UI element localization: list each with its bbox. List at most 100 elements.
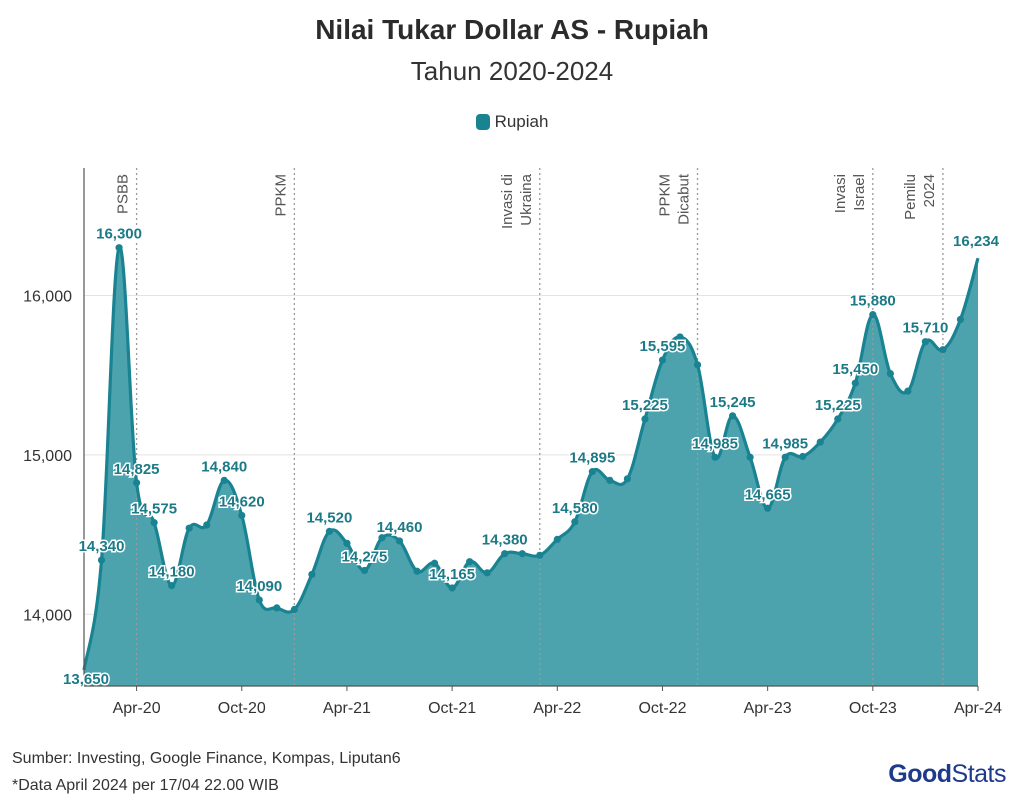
data-label: 14,580	[552, 500, 598, 517]
data-point	[606, 476, 614, 484]
x-tick-label: Oct-23	[849, 700, 897, 717]
data-point	[168, 581, 176, 590]
event-label: Pemilu	[902, 174, 919, 220]
data-point	[781, 453, 789, 461]
event-label: Invasi	[832, 174, 849, 213]
data-point	[746, 453, 754, 461]
data-point	[220, 476, 228, 484]
data-point	[536, 551, 544, 559]
data-label: 14,620	[219, 493, 265, 510]
source-note: Sumber: Investing, Google Finance, Kompa…	[12, 750, 401, 767]
data-point	[904, 387, 912, 395]
data-point	[518, 550, 526, 558]
event-label: 2024	[921, 174, 938, 207]
event-label: PSBB	[115, 174, 132, 214]
x-tick-label: Oct-22	[638, 700, 686, 717]
data-point	[728, 412, 737, 420]
event-label: Dicabut	[676, 173, 693, 225]
data-point	[238, 511, 246, 520]
x-tick-label: Oct-21	[428, 700, 476, 717]
data-label: 14,275	[342, 548, 388, 565]
data-point	[816, 438, 824, 446]
brand-stats: Stats	[951, 760, 1007, 788]
event-label: PPKM	[657, 174, 674, 217]
legend-swatch-rupiah	[475, 114, 490, 130]
data-label: 14,460	[377, 519, 423, 536]
data-point	[360, 566, 369, 575]
data-label: 14,380	[482, 532, 528, 549]
data-label: 14,340	[79, 538, 125, 555]
data-point	[115, 244, 123, 252]
brand-good: Good	[888, 760, 952, 788]
data-label: 15,710	[902, 320, 948, 337]
data-point	[886, 370, 894, 378]
data-label: 14,825	[114, 461, 160, 478]
data-point	[185, 524, 193, 532]
data-label: 13,650	[63, 671, 109, 688]
data-label: 15,225	[622, 397, 668, 414]
chart-title: Nilai Tukar Dollar AS - Rupiah	[315, 14, 709, 45]
data-label: 14,840	[201, 458, 247, 475]
data-label: 14,665	[745, 486, 791, 503]
data-label: 15,880	[850, 293, 896, 310]
data-point	[483, 569, 491, 577]
data-point	[325, 527, 334, 535]
data-point	[921, 338, 930, 346]
data-point	[553, 535, 561, 543]
data-point	[501, 550, 509, 558]
data-note: *Data April 2024 per 17/04 22.00 WIB	[12, 777, 279, 794]
data-point	[764, 504, 772, 512]
data-label: 14,985	[692, 435, 738, 452]
data-label: 14,090	[236, 578, 282, 595]
data-point	[693, 361, 702, 369]
x-tick-label: Apr-23	[744, 700, 792, 717]
data-point	[203, 521, 211, 529]
data-label: 14,165	[429, 566, 475, 583]
data-point	[711, 453, 719, 461]
data-point	[97, 556, 106, 564]
x-tick-label: Apr-24	[954, 700, 1002, 717]
data-label: 14,985	[762, 435, 808, 452]
data-point	[799, 452, 807, 461]
y-tick-label: 14,000	[23, 607, 72, 624]
data-point	[378, 534, 386, 542]
data-label: 15,245	[710, 394, 756, 411]
x-tick-label: Apr-22	[533, 700, 581, 717]
event-label: Israel	[851, 174, 868, 211]
x-tick-label: Oct-20	[218, 700, 266, 717]
data-point	[623, 475, 632, 483]
data-point	[851, 379, 859, 387]
chart-subtitle: Tahun 2020-2024	[410, 56, 614, 86]
data-point	[290, 605, 298, 614]
data-point	[676, 333, 684, 341]
event-label: Ukraina	[518, 173, 535, 225]
data-point	[571, 518, 579, 526]
y-tick-label: 16,000	[23, 289, 72, 306]
data-point	[956, 315, 965, 324]
data-point	[588, 468, 596, 476]
data-label: 14,895	[569, 450, 615, 467]
data-point	[448, 584, 456, 592]
data-point	[273, 604, 281, 612]
legend-label-rupiah: Rupiah	[494, 112, 549, 131]
data-point	[150, 519, 158, 527]
x-tick-label: Apr-21	[323, 700, 371, 717]
legend: Rupiah	[0, 112, 1024, 132]
data-point	[658, 356, 667, 364]
data-point	[343, 539, 351, 547]
event-label: Invasi di	[499, 174, 516, 229]
data-point	[430, 559, 439, 567]
data-point	[132, 479, 141, 487]
data-label: 14,520	[306, 509, 352, 526]
data-point	[395, 537, 404, 545]
x-tick-label: Apr-20	[113, 700, 161, 717]
data-point	[869, 311, 877, 319]
event-label: PPKM	[272, 174, 289, 217]
data-point	[641, 415, 649, 423]
data-point	[255, 596, 263, 604]
data-label: 16,234	[953, 233, 1000, 250]
data-label: 14,575	[131, 501, 177, 518]
y-tick-label: 15,000	[23, 448, 72, 465]
data-label: 15,595	[640, 338, 686, 355]
